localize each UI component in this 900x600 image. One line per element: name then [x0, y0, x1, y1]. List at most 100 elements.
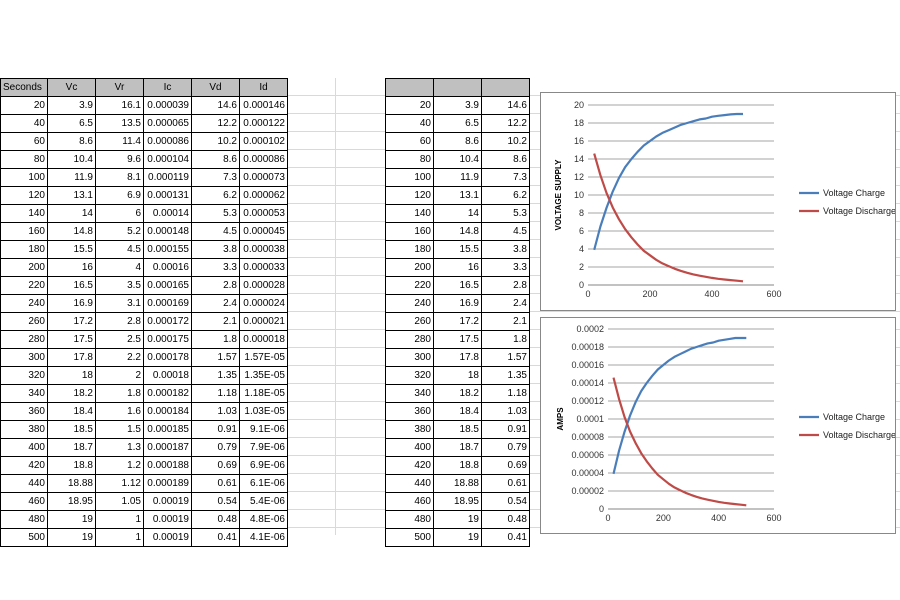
right-table-cell[interactable]: 18.7: [433, 438, 482, 457]
left-table-cell[interactable]: 220: [0, 276, 48, 295]
left-table-cell[interactable]: 460: [0, 492, 48, 511]
left-table-cell[interactable]: 1.8: [95, 384, 144, 403]
right-table-cell[interactable]: 160: [385, 222, 434, 241]
right-table-cell[interactable]: 18.95: [433, 492, 482, 511]
right-table-cell[interactable]: 0.54: [481, 492, 530, 511]
left-table-cell[interactable]: 1.5: [95, 420, 144, 439]
left-table-cell[interactable]: 4.1E-06: [239, 528, 288, 547]
left-table-cell[interactable]: 0.000184: [143, 402, 192, 421]
right-table-cell[interactable]: 2.8: [481, 276, 530, 295]
left-table-cell[interactable]: 140: [0, 204, 48, 223]
left-table-cell[interactable]: 8.6: [191, 150, 240, 169]
right-table-cell[interactable]: 1.8: [481, 330, 530, 349]
left-table-cell[interactable]: 480: [0, 510, 48, 529]
left-table-cell[interactable]: 1.18E-05: [239, 384, 288, 403]
left-table-cell[interactable]: 17.8: [47, 348, 96, 367]
right-table-cell[interactable]: 5.3: [481, 204, 530, 223]
left-table-cell[interactable]: 0.000086: [239, 150, 288, 169]
left-table-cell[interactable]: 0.000028: [239, 276, 288, 295]
left-table-cell[interactable]: 0.000104: [143, 150, 192, 169]
left-table-cell[interactable]: 340: [0, 384, 48, 403]
left-table-cell[interactable]: 0.41: [191, 528, 240, 547]
left-table-cell[interactable]: 18.7: [47, 438, 96, 457]
right-table-cell[interactable]: 3.9: [433, 96, 482, 115]
left-table-cell[interactable]: 4.8E-06: [239, 510, 288, 529]
left-table-cell[interactable]: 13.1: [47, 186, 96, 205]
voltage-chart[interactable]: 0 2 4 6 8 10 12 14 16 18 20 0 200 400 600 VOLTAGE SUPPL…: [540, 92, 896, 311]
right-table-cell[interactable]: 17.2: [433, 312, 482, 331]
right-table-cell[interactable]: 420: [385, 456, 434, 475]
left-table-cell[interactable]: 0.00019: [143, 528, 192, 547]
left-table-cell[interactable]: 0.00014: [143, 204, 192, 223]
left-table-cell[interactable]: 0.48: [191, 510, 240, 529]
left-table-header-cell[interactable]: Vd: [191, 78, 240, 97]
right-table-cell[interactable]: 17.8: [433, 348, 482, 367]
left-table-cell[interactable]: 0.000033: [239, 258, 288, 277]
left-table-cell[interactable]: 2.1: [191, 312, 240, 331]
left-table-cell[interactable]: 280: [0, 330, 48, 349]
left-table-cell[interactable]: 7.3: [191, 168, 240, 187]
left-table-cell[interactable]: 0.000182: [143, 384, 192, 403]
left-table-cell[interactable]: 3.1: [95, 294, 144, 313]
left-table-cell[interactable]: 15.5: [47, 240, 96, 259]
left-table-cell[interactable]: 18.8: [47, 456, 96, 475]
left-table-cell[interactable]: 6: [95, 204, 144, 223]
right-table-cell[interactable]: 6.2: [481, 186, 530, 205]
left-table-cell[interactable]: 8.1: [95, 168, 144, 187]
right-table-cell[interactable]: 2.4: [481, 294, 530, 313]
left-table-cell[interactable]: 0.69: [191, 456, 240, 475]
left-table-cell[interactable]: 10.4: [47, 150, 96, 169]
left-table-cell[interactable]: 0.000122: [239, 114, 288, 133]
left-table-cell[interactable]: 0.000188: [143, 456, 192, 475]
right-table-cell[interactable]: 10.4: [433, 150, 482, 169]
left-table-cell[interactable]: 2: [95, 366, 144, 385]
left-table-cell[interactable]: 20: [0, 96, 48, 115]
right-table-cell[interactable]: 14.6: [481, 96, 530, 115]
left-table-cell[interactable]: 0.000018: [239, 330, 288, 349]
left-table-cell[interactable]: 0.000119: [143, 168, 192, 187]
left-table-cell[interactable]: 0.000053: [239, 204, 288, 223]
left-table-cell[interactable]: 18.4: [47, 402, 96, 421]
right-table-cell[interactable]: 18: [433, 366, 482, 385]
right-table-cell[interactable]: 16.9: [433, 294, 482, 313]
right-table-cell[interactable]: 18.88: [433, 474, 482, 493]
left-table-cell[interactable]: 6.9E-06: [239, 456, 288, 475]
left-table-cell[interactable]: 9.6: [95, 150, 144, 169]
right-table-cell[interactable]: 60: [385, 132, 434, 151]
left-table-cell[interactable]: 18.5: [47, 420, 96, 439]
right-table-cell[interactable]: 240: [385, 294, 434, 313]
left-table-cell[interactable]: 11.4: [95, 132, 144, 151]
left-table-cell[interactable]: 180: [0, 240, 48, 259]
left-table-cell[interactable]: 0.000062: [239, 186, 288, 205]
right-table-cell[interactable]: 12.2: [481, 114, 530, 133]
left-table-cell[interactable]: 6.5: [47, 114, 96, 133]
right-table-cell[interactable]: 1.35: [481, 366, 530, 385]
left-table-cell[interactable]: 13.5: [95, 114, 144, 133]
right-table-cell[interactable]: 40: [385, 114, 434, 133]
left-table-cell[interactable]: 0.00019: [143, 510, 192, 529]
left-table-cell[interactable]: 1.35: [191, 366, 240, 385]
right-table-cell[interactable]: 80: [385, 150, 434, 169]
left-table-cell[interactable]: 0.000102: [239, 132, 288, 151]
left-table-cell[interactable]: 18: [47, 366, 96, 385]
right-table-header-cell[interactable]: [433, 78, 482, 97]
left-table-cell[interactable]: 0.000187: [143, 438, 192, 457]
right-table-cell[interactable]: 340: [385, 384, 434, 403]
right-table-cell[interactable]: 11.9: [433, 168, 482, 187]
right-table-cell[interactable]: 320: [385, 366, 434, 385]
right-table-cell[interactable]: 500: [385, 528, 434, 547]
amps-chart[interactable]: 0 0.00002 0.00004 0.00006 0.00008 0.0001 0.000…: [540, 317, 896, 534]
left-table-cell[interactable]: 0.54: [191, 492, 240, 511]
left-table-header-cell[interactable]: Id: [239, 78, 288, 97]
left-table-cell[interactable]: 17.2: [47, 312, 96, 331]
left-table-cell[interactable]: 3.9: [47, 96, 96, 115]
left-table-cell[interactable]: 1.57E-05: [239, 348, 288, 367]
left-table-cell[interactable]: 0.000024: [239, 294, 288, 313]
left-table-cell[interactable]: 260: [0, 312, 48, 331]
left-table-cell[interactable]: 0.000189: [143, 474, 192, 493]
right-table-cell[interactable]: 140: [385, 204, 434, 223]
left-table-cell[interactable]: 6.1E-06: [239, 474, 288, 493]
right-table-cell[interactable]: 14: [433, 204, 482, 223]
left-table-cell[interactable]: 0.000155: [143, 240, 192, 259]
left-table-cell[interactable]: 2.4: [191, 294, 240, 313]
